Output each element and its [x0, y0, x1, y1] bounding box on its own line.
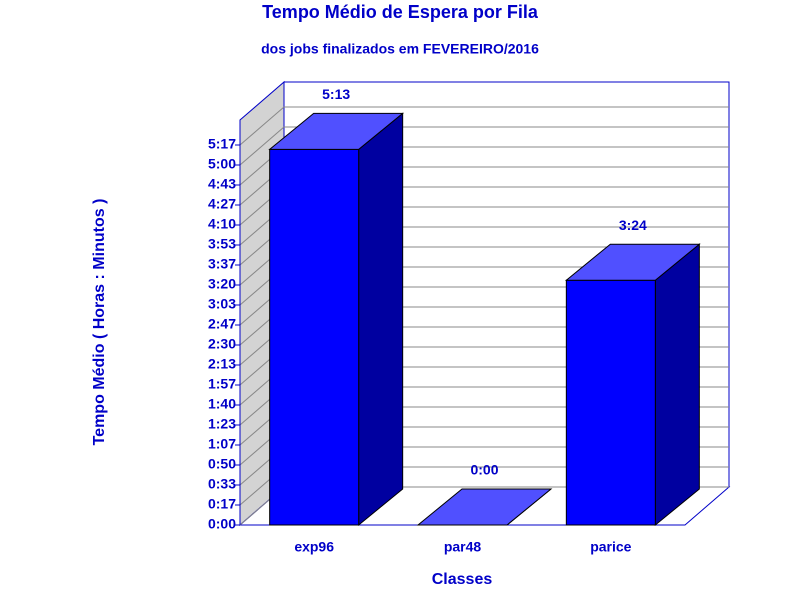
y-tick-label: 2:30 — [208, 336, 236, 352]
value-label: 0:00 — [470, 462, 498, 478]
y-tick-label: 2:47 — [208, 316, 236, 332]
x-tick-label: parice — [590, 539, 631, 555]
bar-top — [268, 112, 405, 150]
value-label: 3:24 — [619, 217, 647, 233]
y-tick-label: 3:53 — [208, 236, 236, 252]
y-tick-label: 1:40 — [208, 396, 236, 412]
value-label: 5:13 — [322, 86, 350, 102]
y-tick-label: 5:00 — [208, 156, 236, 172]
bar — [565, 279, 656, 526]
y-tick-label: 4:27 — [208, 196, 236, 212]
bar-side — [654, 243, 700, 527]
y-tick-label: 5:17 — [208, 136, 236, 152]
chart-subtitle: dos jobs finalizados em FEVEREIRO/2016 — [261, 41, 539, 57]
y-tick-label: 3:03 — [208, 296, 236, 312]
y-tick-label: 3:20 — [208, 276, 236, 292]
y-tick-label: 1:07 — [208, 436, 236, 452]
y-axis-title: Tempo Médio ( Horas : Minutos ) — [91, 199, 108, 446]
bar — [269, 148, 360, 526]
bar-side — [358, 112, 404, 527]
y-tick-label: 2:13 — [208, 356, 236, 372]
y-tick-label: 1:23 — [208, 416, 236, 432]
y-tick-label: 3:37 — [208, 256, 236, 272]
bar-top — [416, 488, 553, 526]
y-tick-label: 4:10 — [208, 216, 236, 232]
bar-top — [564, 243, 701, 281]
grid-line — [239, 106, 285, 146]
y-tick-label: 4:43 — [208, 176, 236, 192]
x-tick-label: par48 — [444, 539, 482, 555]
y-tick-label: 1:57 — [208, 376, 236, 392]
grid-line — [239, 126, 285, 166]
x-axis-title: Classes — [432, 571, 493, 588]
y-tick-label: 0:33 — [208, 476, 236, 492]
y-tick-label: 0:50 — [208, 456, 236, 472]
y-tick-label: 0:17 — [208, 496, 236, 512]
x-tick-label: exp96 — [294, 539, 334, 555]
y-tick-label: 0:00 — [208, 516, 236, 532]
chart-title: Tempo Médio de Espera por Fila — [262, 2, 539, 22]
